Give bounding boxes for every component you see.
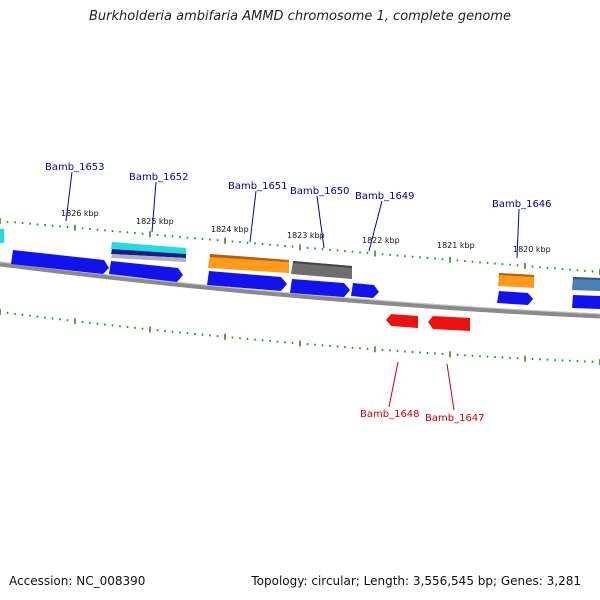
chromosome-backbone — [0, 261, 600, 319]
gene-feature-bamb-1649[interactable] — [351, 283, 379, 298]
gene-feature-bamb-1648[interactable] — [386, 314, 418, 328]
kbp-label-1826: 1826 kbp — [61, 209, 99, 218]
kbp-label-1821: 1821 kbp — [437, 241, 475, 250]
gene-feature-bamb-1646-shadow[interactable] — [499, 273, 534, 277]
gene-feature-bamb-1650[interactable] — [290, 279, 350, 297]
chromosome-backbone-highlight — [0, 261, 600, 315]
kbp-label-1823: 1823 kbp — [287, 231, 325, 240]
topology-summary: Topology: circular; Length: 3,556,545 bp… — [251, 574, 581, 588]
gene-label-bamb-1647[interactable]: Bamb_1647 — [425, 413, 485, 424]
inner-tick-ring — [0, 309, 600, 365]
kbp-label-1822: 1822 kbp — [362, 236, 400, 245]
leader-line-bamb-1646 — [516, 208, 520, 259]
kbp-label-1825: 1825 kbp — [136, 217, 174, 226]
gene-feature-bamb-1647[interactable] — [428, 316, 470, 331]
gene-feature-cyan-edge[interactable] — [0, 229, 4, 243]
gene-feature-bamb-1646-orange[interactable] — [498, 273, 534, 288]
gene-feature-steel-edge-top[interactable] — [573, 277, 600, 280]
gene-feature-blue-edge[interactable] — [572, 295, 600, 309]
gene-label-bamb-1651[interactable]: Bamb_1651 — [228, 181, 288, 192]
gene-feature-bamb-1646[interactable] — [497, 291, 533, 305]
gene-feature-bamb-1650-gray-top[interactable] — [293, 261, 352, 268]
gene-label-bamb-1649[interactable]: Bamb_1649 — [355, 191, 415, 202]
leader-line-bamb-1648 — [388, 361, 399, 408]
outer-tick-ring — [0, 218, 600, 275]
leader-line-bamb-1649 — [368, 200, 383, 252]
gene-label-bamb-1650[interactable]: Bamb_1650 — [290, 186, 350, 197]
map-title: Burkholderia ambifaria AMMD chromosome 1… — [88, 9, 512, 24]
leader-line-bamb-1653 — [65, 171, 73, 222]
leader-line-bamb-1647 — [446, 363, 455, 411]
gene-label-bamb-1646[interactable]: Bamb_1646 — [492, 199, 552, 210]
accession-label: Accession: NC_008390 — [9, 574, 146, 588]
gene-feature-bamb-1651-shadow[interactable] — [210, 254, 289, 262]
forward-strand-features — [0, 229, 600, 309]
gene-feature-bamb-1652[interactable] — [109, 261, 183, 282]
gene-feature-bamb-1652-navy[interactable] — [111, 249, 186, 258]
gene-feature-bamb-1652-cyan[interactable] — [111, 242, 186, 254]
gene-label-bamb-1653[interactable]: Bamb_1653 — [45, 162, 105, 173]
gene-feature-bamb-1651[interactable] — [207, 271, 287, 291]
gene-feature-bamb-1653[interactable] — [11, 250, 109, 274]
leader-lines — [65, 171, 520, 411]
reverse-strand-features — [386, 314, 470, 331]
gene-feature-steel-edge[interactable] — [572, 277, 600, 291]
gene-label-bamb-1652[interactable]: Bamb_1652 — [129, 172, 189, 183]
leader-line-bamb-1651 — [249, 190, 257, 243]
leader-line-bamb-1652 — [151, 181, 157, 233]
gene-feature-bamb-1652-gray[interactable] — [111, 254, 186, 262]
kbp-label-1824: 1824 kbp — [211, 225, 249, 234]
leader-line-bamb-1650 — [316, 195, 325, 249]
kbp-label-1820: 1820 kbp — [513, 245, 551, 254]
gene-label-bamb-1648[interactable]: Bamb_1648 — [360, 409, 420, 420]
